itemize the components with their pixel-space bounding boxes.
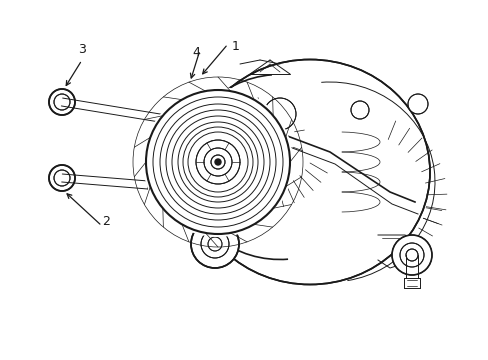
Circle shape bbox=[215, 159, 221, 165]
Circle shape bbox=[191, 220, 239, 268]
Circle shape bbox=[54, 94, 70, 110]
Text: 2: 2 bbox=[102, 215, 110, 228]
Ellipse shape bbox=[235, 167, 274, 213]
Circle shape bbox=[399, 243, 423, 267]
Circle shape bbox=[391, 235, 431, 275]
Ellipse shape bbox=[190, 59, 429, 284]
Circle shape bbox=[49, 165, 75, 191]
Circle shape bbox=[405, 249, 417, 261]
Circle shape bbox=[201, 230, 228, 258]
Text: 4: 4 bbox=[192, 46, 200, 59]
Circle shape bbox=[210, 155, 224, 169]
Circle shape bbox=[203, 148, 231, 176]
Text: 3: 3 bbox=[78, 43, 86, 56]
Circle shape bbox=[407, 94, 427, 114]
Circle shape bbox=[350, 101, 368, 119]
Circle shape bbox=[264, 98, 295, 130]
Circle shape bbox=[207, 237, 222, 251]
Circle shape bbox=[49, 89, 75, 115]
Text: 1: 1 bbox=[232, 40, 240, 53]
Circle shape bbox=[196, 140, 240, 184]
Circle shape bbox=[142, 87, 292, 237]
Circle shape bbox=[54, 170, 70, 186]
